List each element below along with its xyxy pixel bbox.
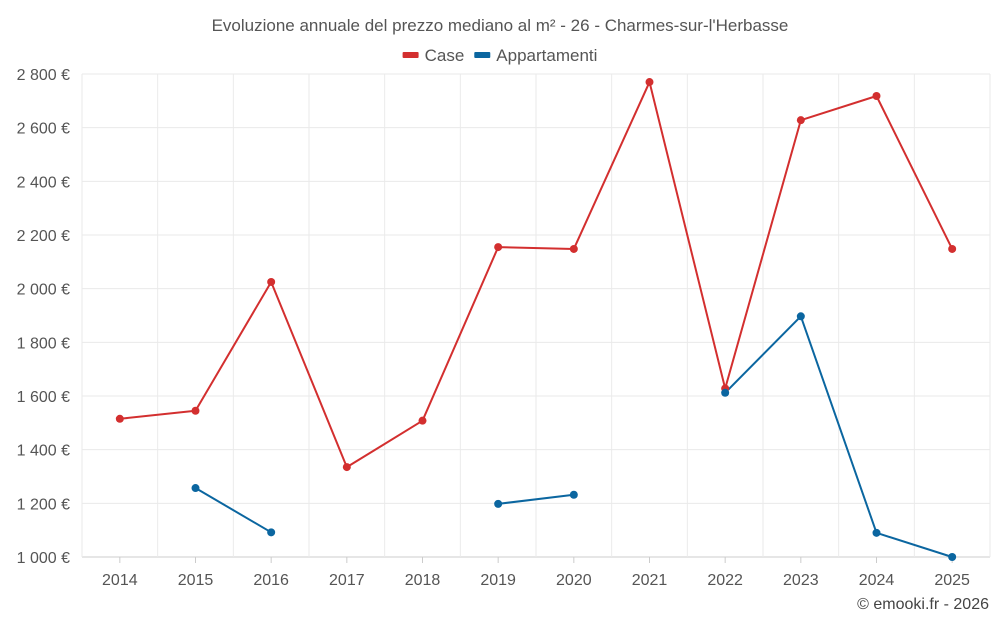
series-points <box>115 78 957 561</box>
legend-label: Case <box>425 46 465 65</box>
data-point-appartamenti-2016 <box>267 528 276 537</box>
legend-label: Appartamenti <box>496 46 597 65</box>
legend-item-case: Case <box>402 46 465 65</box>
data-point-appartamenti-2022 <box>721 388 730 397</box>
y-tick-label: 1 000 € <box>17 550 70 567</box>
chart-title: Evoluzione annuale del prezzo mediano al… <box>212 16 789 35</box>
data-point-case-2023 <box>796 116 805 125</box>
data-point-appartamenti-2025 <box>948 553 957 561</box>
y-tick-label: 2 200 € <box>17 228 70 245</box>
y-tick-label: 1 400 € <box>17 443 70 460</box>
y-tick-label: 2 800 € <box>17 67 70 84</box>
y-tick-label: 2 000 € <box>17 282 70 299</box>
legend-swatch <box>474 52 491 58</box>
y-tick-label: 1 200 € <box>17 496 70 513</box>
y-tick-label: 1 600 € <box>17 389 70 406</box>
x-tick-label: 2020 <box>556 572 592 589</box>
data-point-case-2020 <box>569 244 578 253</box>
data-point-appartamenti-2019 <box>494 499 503 508</box>
x-tick-label: 2023 <box>783 572 819 589</box>
data-point-case-2025 <box>948 244 957 253</box>
y-tick-label: 1 800 € <box>17 335 70 352</box>
series-line-case <box>119 81 954 469</box>
data-point-case-2014 <box>115 414 124 423</box>
x-tick-label: 2024 <box>859 572 895 589</box>
series-line-appartamenti <box>498 493 574 505</box>
credit-text: © emooki.fr - 2026 <box>857 596 989 613</box>
x-axis: 2014 2015 2016 2017 2018 2019 2020 2021 2022 2023… <box>102 557 970 589</box>
data-point-appartamenti-2020 <box>569 490 578 499</box>
y-axis: 1 000 € 1 200 € 1 400 € 1 600 € 1 800 € 2 000… <box>17 67 70 567</box>
series-lines <box>119 81 954 558</box>
data-point-case-2019 <box>494 243 503 252</box>
x-tick-label: 2016 <box>253 572 289 589</box>
data-point-case-2021 <box>645 78 654 87</box>
grid <box>81 73 991 558</box>
legend: Case Appartamenti <box>402 46 597 65</box>
x-tick-label: 2017 <box>329 572 365 589</box>
data-point-appartamenti-2015 <box>191 484 200 493</box>
x-tick-label: 2025 <box>934 572 970 589</box>
data-point-case-2017 <box>342 463 351 472</box>
y-tick-label: 2 400 € <box>17 174 70 191</box>
x-tick-label: 2018 <box>405 572 441 589</box>
legend-item-appartamenti: Appartamenti <box>474 46 597 65</box>
data-point-appartamenti-2023 <box>796 312 805 321</box>
x-tick-label: 2019 <box>480 572 516 589</box>
data-point-case-2016 <box>267 277 276 286</box>
series-line-appartamenti <box>724 315 953 558</box>
legend-swatch <box>402 52 419 58</box>
data-point-case-2015 <box>191 406 200 415</box>
x-tick-label: 2021 <box>632 572 668 589</box>
data-point-appartamenti-2024 <box>872 528 881 537</box>
series-line-appartamenti <box>194 487 272 534</box>
x-tick-label: 2014 <box>102 572 138 589</box>
data-point-case-2024 <box>872 92 881 101</box>
x-tick-label: 2015 <box>178 572 214 589</box>
y-tick-label: 2 600 € <box>17 121 70 138</box>
x-tick-label: 2022 <box>707 572 743 589</box>
data-point-case-2018 <box>418 416 427 425</box>
